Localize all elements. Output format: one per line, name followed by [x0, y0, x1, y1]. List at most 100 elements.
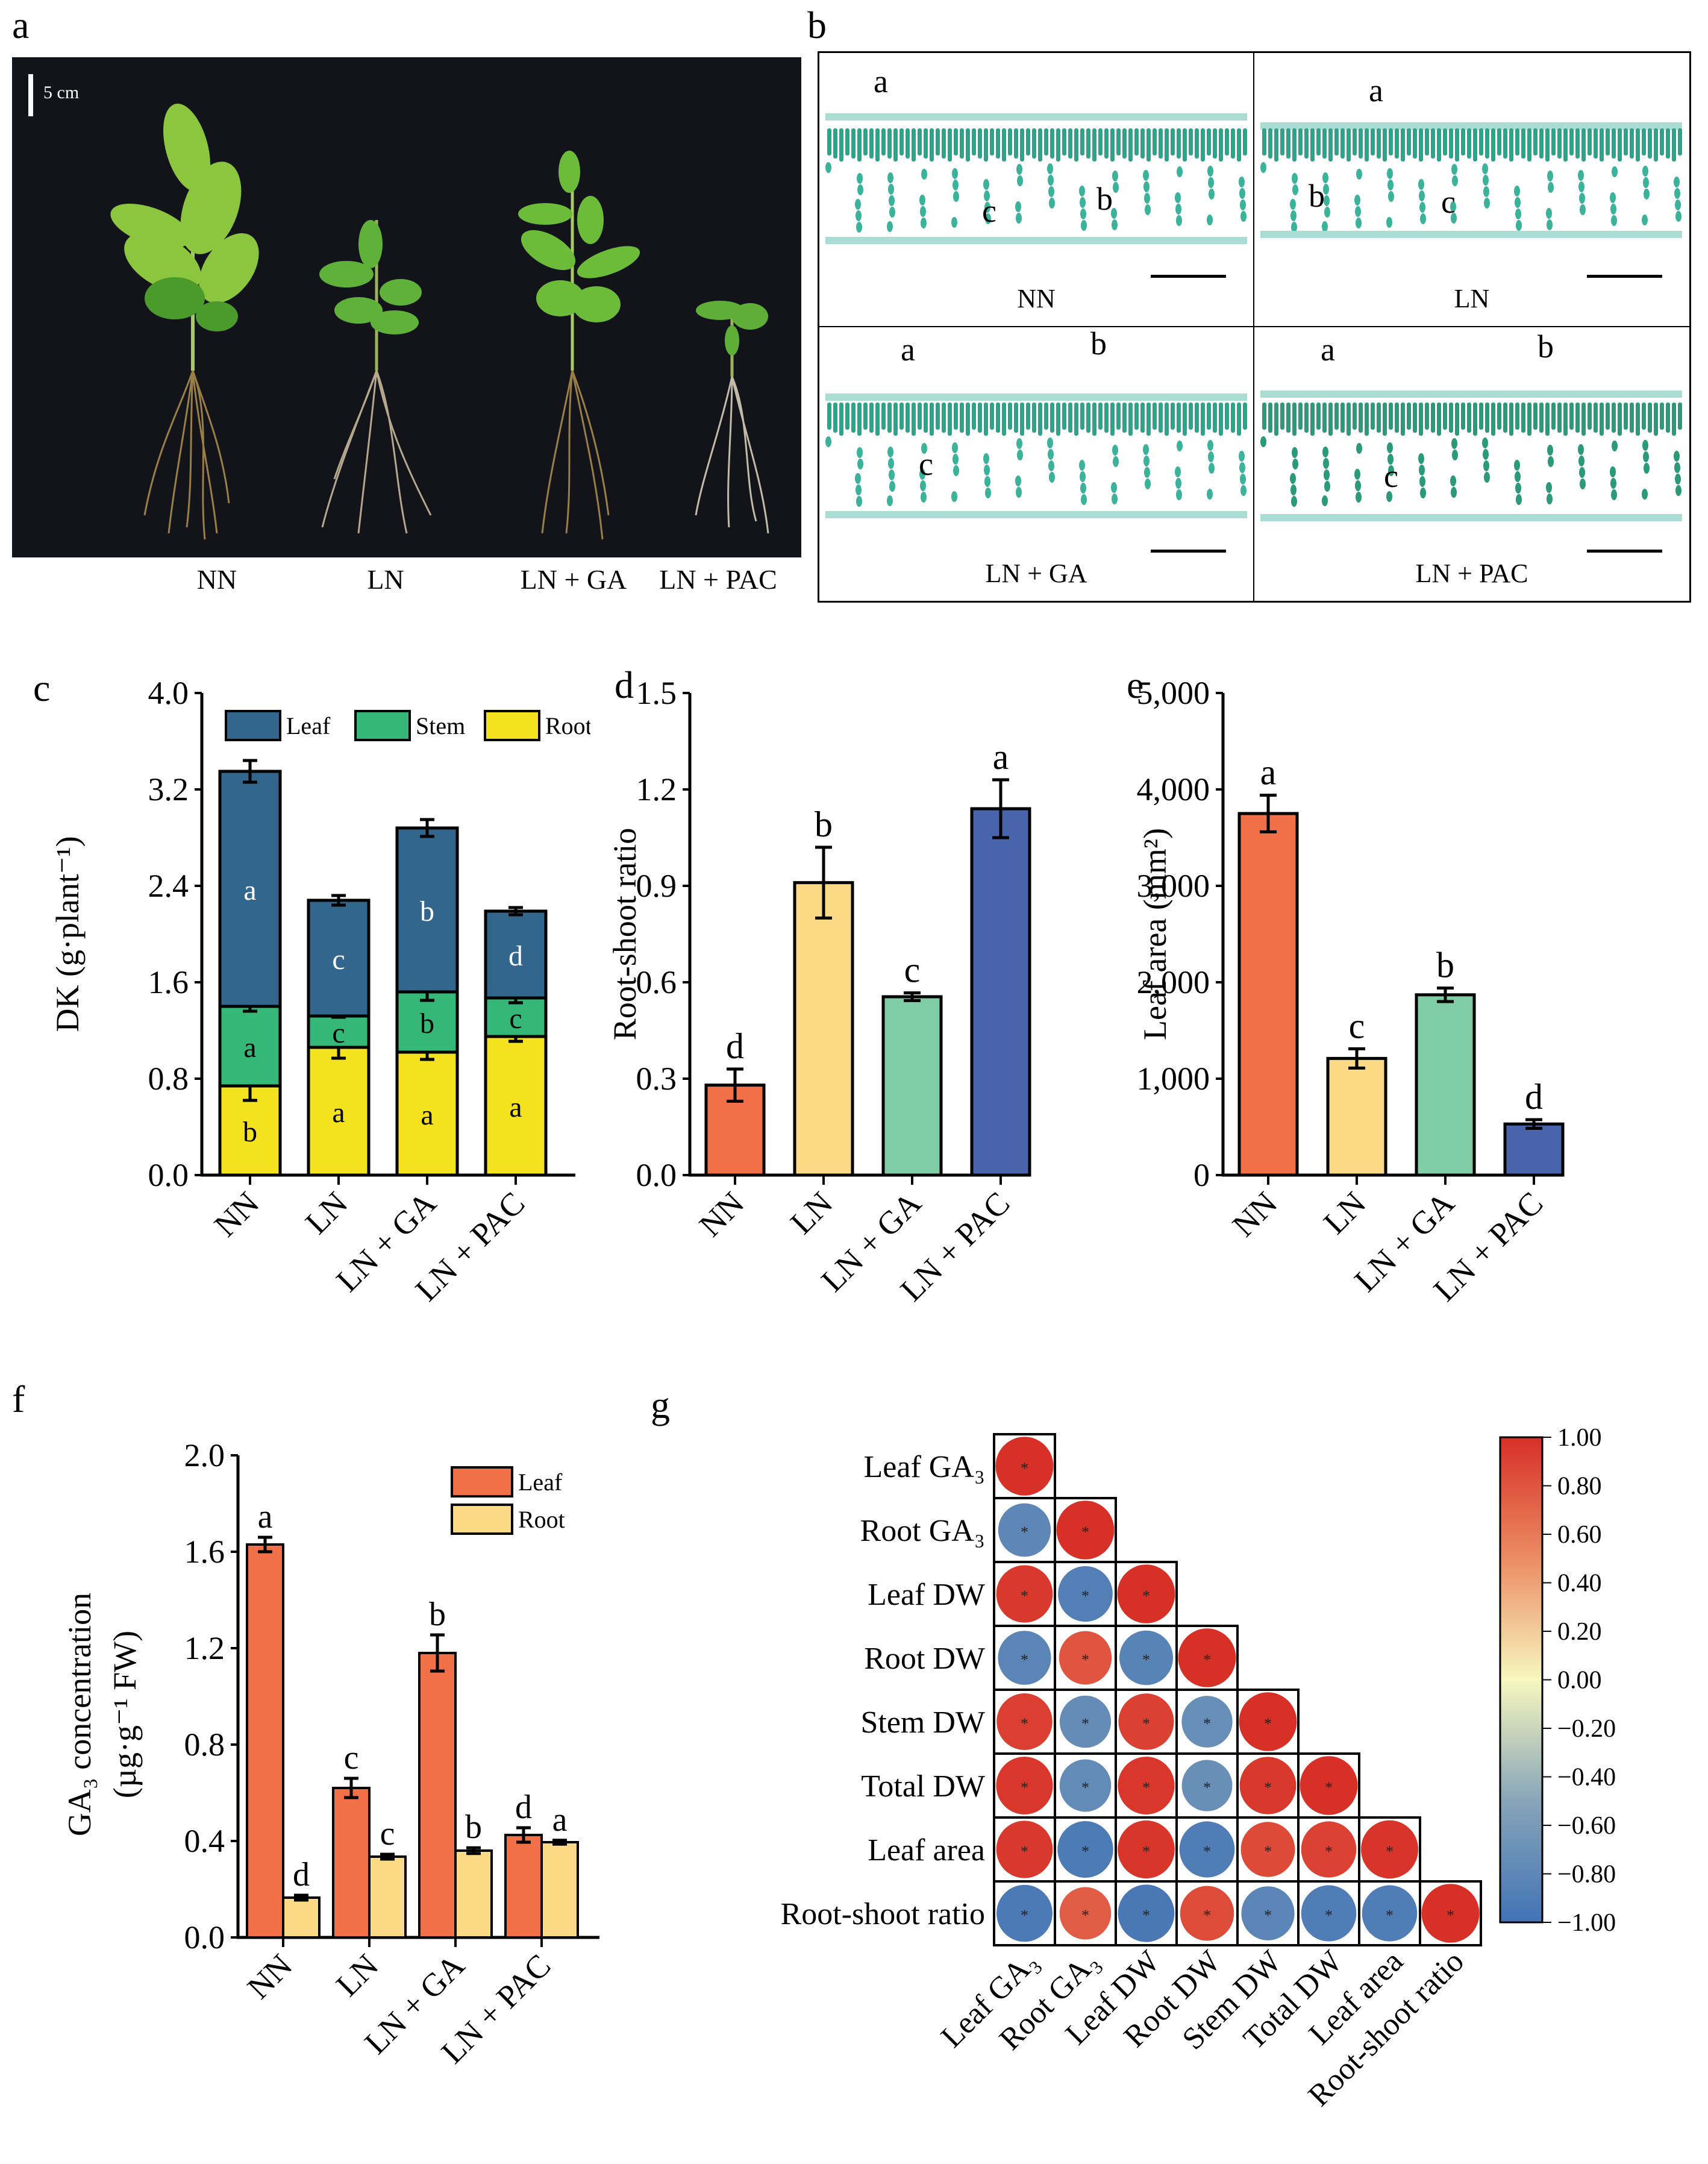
- correlation-circle: [996, 1565, 1053, 1623]
- palisade-cell: [1146, 128, 1151, 162]
- palisade-cell: [1660, 128, 1664, 155]
- spongy-cell: [1515, 209, 1521, 219]
- spongy-cell: [1016, 438, 1022, 449]
- spongy-cell: [1290, 210, 1297, 221]
- spongy-cell: [1291, 495, 1297, 507]
- spongy-cell: [1208, 451, 1214, 462]
- palisade-cell: [1588, 402, 1592, 430]
- palisade-cell: [1473, 128, 1477, 162]
- spongy-cell: [1483, 175, 1489, 186]
- palisade-cell: [1648, 128, 1652, 158]
- palisade-cell: [906, 128, 910, 158]
- spongy-cell: [1515, 471, 1521, 482]
- palisade-cell: [1201, 402, 1205, 436]
- spongy-cell: [920, 206, 926, 217]
- spongy-cell: [1113, 456, 1119, 467]
- row-label: Root GA₃: [860, 1514, 985, 1548]
- spongy-cell: [1324, 469, 1330, 480]
- spongy-cell: [1080, 197, 1086, 208]
- palisade-cell: [1080, 402, 1084, 430]
- tissue-image: [825, 393, 1247, 518]
- spongy-cell: [953, 191, 959, 202]
- palisade-cell: [1286, 402, 1290, 433]
- significance-letter: c: [380, 1815, 395, 1852]
- significance-letter: d: [726, 1026, 744, 1066]
- spongy-cell: [1674, 450, 1680, 462]
- palisade-cell: [1347, 128, 1351, 162]
- palisade-cell: [833, 402, 837, 433]
- palisade-cell: [833, 128, 837, 158]
- spongy-cell: [1514, 459, 1520, 471]
- palisade-cell: [966, 402, 970, 436]
- palisade-cell: [1425, 128, 1429, 155]
- legend-swatch-leaf: [451, 1466, 513, 1498]
- bar-leaf-3: [504, 1834, 543, 1939]
- spongy-cell: [1610, 477, 1616, 489]
- significance-marker: *: [1081, 1843, 1089, 1860]
- colorbar-tick-label: −1.00: [1557, 1909, 1616, 1937]
- correlation-circle: [1241, 1886, 1295, 1940]
- row-label: Total DW: [861, 1769, 985, 1804]
- spongy-cell: [1386, 491, 1392, 502]
- significance-marker: *: [1081, 1779, 1089, 1796]
- significance-letter: a: [243, 874, 256, 906]
- palisade-cell: [893, 402, 898, 436]
- panel-letter-g: g: [651, 1384, 670, 1426]
- leaf-cross-section-grid: a b c NN a b c LN a b c LN + GA a b c LN…: [818, 51, 1691, 603]
- y-tick-label: 4,000: [1137, 771, 1210, 808]
- spongy-cell: [984, 475, 990, 487]
- palisade-cell: [1177, 128, 1181, 158]
- palisade-cell: [1515, 128, 1519, 155]
- significance-marker: *: [1021, 1587, 1028, 1605]
- palisade-cell: [1365, 402, 1369, 436]
- palisade-cell: [1461, 402, 1465, 430]
- spongy-cell: [1356, 442, 1362, 454]
- spongy-cell: [1112, 444, 1118, 456]
- spongy-cell: [1240, 211, 1247, 222]
- palisade-cell: [1533, 128, 1538, 155]
- spongy-cell: [1047, 163, 1053, 174]
- palisade-cell: [1437, 402, 1441, 436]
- correlation-circle: [996, 1821, 1053, 1878]
- colorbar-tick-label: 0.40: [1557, 1570, 1602, 1598]
- palisade-cell: [857, 128, 862, 162]
- panel-letter-c: c: [33, 666, 51, 709]
- palisade-cell: [1340, 128, 1345, 158]
- spongy-cell: [1644, 462, 1650, 474]
- spongy-cell: [1079, 186, 1085, 196]
- spongy-cell: [1578, 170, 1584, 181]
- spongy-cell: [1675, 199, 1681, 210]
- spongy-cell: [887, 172, 893, 183]
- significance-letter: b: [243, 1116, 257, 1148]
- chart-ga3-concentration: 0.0 0.4 0.8 1.2 1.6 2.0 GA₃ concentration (µg·g…: [61, 1437, 599, 2071]
- palisade-cell: [1581, 128, 1586, 162]
- bar-root-0: [282, 1896, 321, 1939]
- palisade-cell: [1177, 402, 1181, 433]
- annotation-a: a: [901, 331, 915, 368]
- row-label: Leaf area: [868, 1833, 985, 1868]
- palisade-cell: [936, 128, 940, 155]
- spongy-cell: [1579, 193, 1585, 204]
- spongy-cell: [1483, 448, 1489, 460]
- significance-letter: c: [332, 944, 345, 976]
- palisade-cell: [1032, 402, 1036, 433]
- spongy-cell: [1643, 451, 1649, 462]
- spongy-cell: [1209, 462, 1215, 474]
- spongy-cell: [919, 468, 925, 480]
- palisade-cell: [1575, 402, 1580, 433]
- cross-section-nn: a b c NN: [819, 53, 1254, 327]
- significance-letter: b: [815, 804, 833, 844]
- spongy-cell: [1451, 213, 1457, 224]
- scale-bar: [1587, 550, 1662, 553]
- significance-letter: d: [1525, 1077, 1543, 1117]
- spongy-cell: [1209, 189, 1215, 199]
- palisade-cell: [1666, 128, 1670, 158]
- spongy-cell: [1112, 219, 1118, 230]
- spongy-cell: [1610, 466, 1616, 477]
- palisade-cell: [1292, 128, 1297, 162]
- palisade-cell: [1545, 128, 1550, 162]
- spongy-cell: [825, 162, 831, 173]
- spongy-cell: [1482, 437, 1488, 448]
- palisade-cell: [1389, 128, 1393, 155]
- spongy-cell: [952, 442, 958, 453]
